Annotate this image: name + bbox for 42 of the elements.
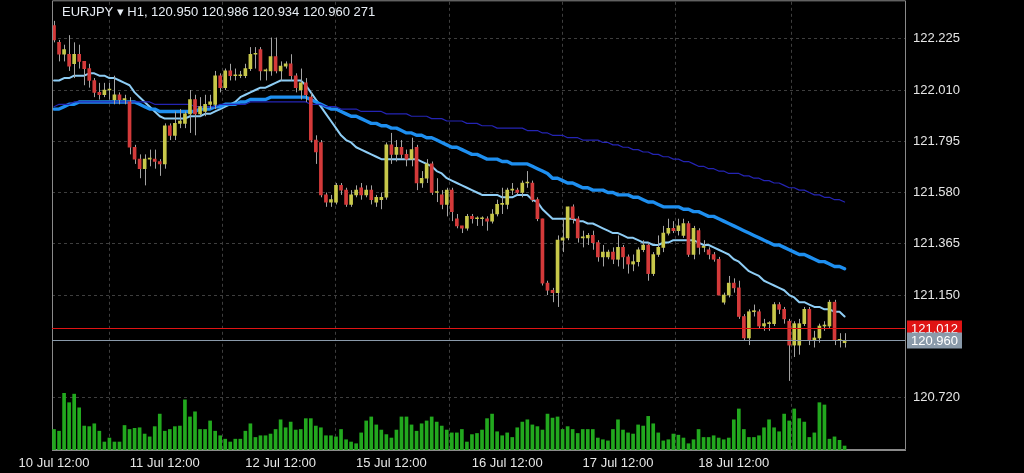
candlestick (726, 275, 731, 298)
x-tick-label: 17 Jul 12:00 (582, 455, 654, 471)
y-tick-label: 121.580 (913, 184, 960, 200)
x-tick-label: 10 Jul 12:00 (18, 455, 90, 471)
candlestick (369, 184, 374, 205)
candlestick (757, 308, 761, 329)
y-tick-label: 122.010 (913, 81, 960, 97)
candlestick (444, 187, 449, 217)
candlestick (57, 39, 61, 62)
candlestick (218, 72, 223, 93)
candlestick (188, 89, 192, 134)
candlestick (223, 68, 228, 91)
candlestick (253, 46, 258, 70)
candlestick (626, 254, 630, 275)
chart-title: EURJPY ▾ H1, 120.950 120.986 120.934 120.960 271 (62, 4, 376, 19)
candlestick (560, 218, 565, 253)
candlestick (792, 320, 797, 358)
candlestick (303, 77, 308, 103)
y-tick-label: 121.150 (913, 286, 960, 302)
y-tick-label: 120.720 (913, 389, 960, 405)
candlestick (67, 34, 71, 72)
x-tick-label: 16 Jul 12:00 (471, 455, 543, 471)
candlestick (651, 251, 656, 277)
y-tick-label: 121.365 (913, 235, 960, 251)
candlestick (77, 44, 82, 70)
y-tick-label: 121.795 (913, 132, 960, 148)
x-tick-label: 12 Jul 12:00 (245, 455, 317, 471)
candlestick (193, 94, 197, 136)
y-tick-label: 122.225 (913, 30, 960, 46)
x-tick-label: 11 Jul 12:00 (129, 455, 200, 471)
candlestick (298, 68, 303, 101)
candlestick (621, 244, 625, 270)
x-tick-label: 18 Jul 12:00 (698, 455, 770, 471)
candlestick (439, 189, 444, 210)
x-tick-label: 15 Jul 12:00 (355, 455, 427, 471)
candlestick (112, 75, 117, 105)
candlestick (344, 187, 348, 208)
candlestick (575, 215, 580, 244)
candlestick (449, 187, 454, 222)
candlestick (434, 177, 439, 203)
candlestick (616, 234, 620, 267)
candlestick (72, 41, 76, 79)
